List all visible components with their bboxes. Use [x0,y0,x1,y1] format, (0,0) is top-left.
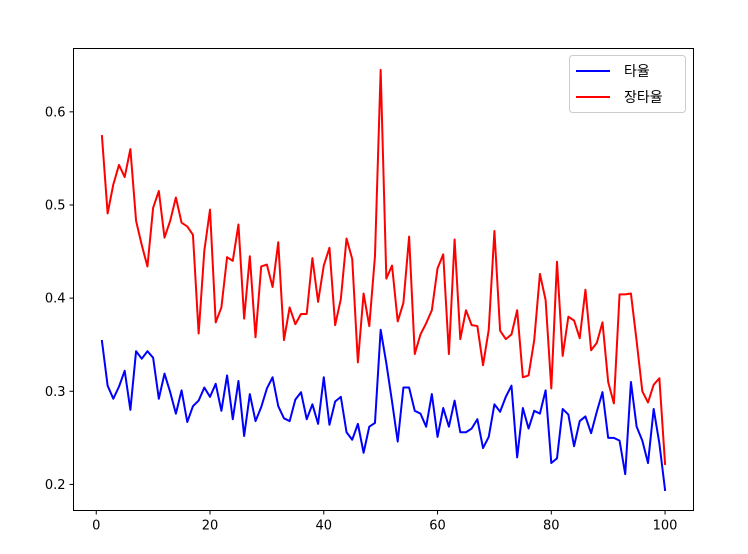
x-tick-label: 100 [653,519,678,534]
y-tick-label: 0.5 [45,198,66,213]
series-line-slugging [100,68,667,465]
legend-label-batting-avg: 타율 [624,64,650,80]
x-tick-label: 60 [429,519,446,534]
x-tick-label: 0 [92,519,100,534]
x-axis: 0 20 40 60 80 100 [92,510,678,534]
series-line-batting-avg [100,328,667,492]
series-layer [100,68,667,492]
axes-frame [73,48,694,511]
legend-box [569,55,686,113]
y-axis: 0.2 0.3 0.4 0.5 0.6 [45,105,74,493]
y-tick-label: 0.6 [45,105,66,120]
y-tick-label: 0.2 [45,478,66,493]
y-tick-label: 0.3 [45,385,66,400]
legend: 타율 장타율 [569,55,686,113]
x-tick-label: 80 [543,519,560,534]
x-tick-label: 20 [202,519,219,534]
x-tick-label: 40 [316,519,333,534]
y-tick-label: 0.4 [45,292,66,307]
legend-label-slugging: 장타율 [624,90,663,106]
